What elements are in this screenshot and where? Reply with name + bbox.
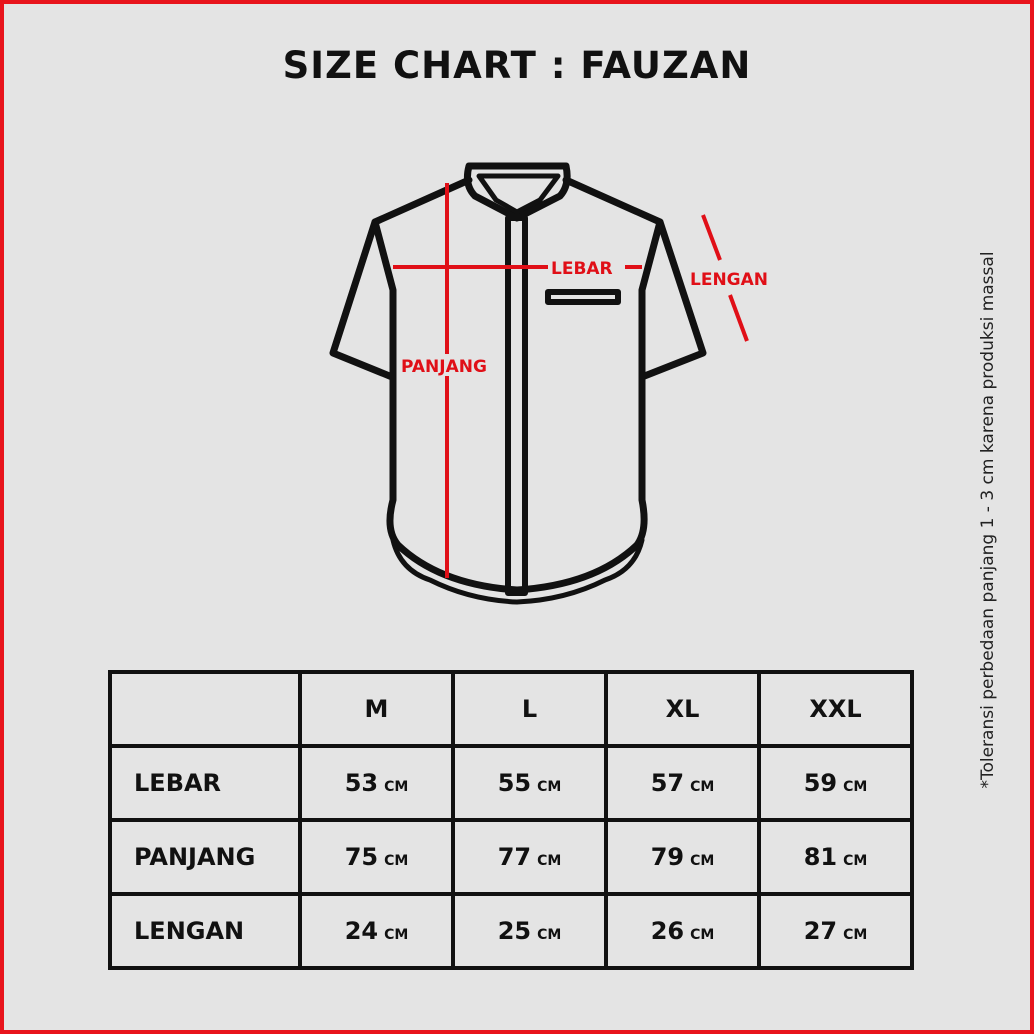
value-cell: 53 CM — [298, 744, 455, 822]
panjang-label: PANJANG — [401, 357, 487, 377]
value-cell: 75 CM — [298, 818, 455, 896]
value-cell: 24 CM — [298, 892, 455, 970]
value-cell: 27 CM — [757, 892, 914, 970]
tolerance-note: *Toleransi perbedaan panjang 1 - 3 cm ka… — [978, 251, 998, 789]
table-row: LEBAR 53 CM 55 CM 57 CM 59 CM — [108, 744, 914, 822]
row-label: LEBAR — [108, 744, 302, 822]
row-label: LENGAN — [108, 892, 302, 970]
value-cell: 26 CM — [604, 892, 761, 970]
row-label: PANJANG — [108, 818, 302, 896]
value-cell: 25 CM — [451, 892, 608, 970]
value-cell: 59 CM — [757, 744, 914, 822]
value-cell: 57 CM — [604, 744, 761, 822]
page-title: SIZE CHART : FAUZAN — [282, 44, 752, 87]
value-cell: 55 CM — [451, 744, 608, 822]
header-cell: XL — [604, 670, 761, 748]
header-cell — [108, 670, 302, 748]
value-cell: 79 CM — [604, 818, 761, 896]
lengan-line-bottom — [728, 294, 749, 342]
table-row: LENGAN 24 CM 25 CM 26 CM 27 CM — [108, 892, 914, 970]
shirt-diagram: LEBAR PANJANG LENGAN — [329, 162, 768, 605]
lengan-label: LENGAN — [690, 270, 768, 290]
measure-lines — [393, 183, 749, 578]
header-cell: XXL — [757, 670, 914, 748]
value-cell: 77 CM — [451, 818, 608, 896]
table-header-row: M L XL XXL — [108, 670, 914, 748]
shirt-outline — [329, 162, 707, 605]
value-cell: 81 CM — [757, 818, 914, 896]
size-table: M L XL XXL LEBAR 53 CM 55 CM 57 CM 59 CM PAN… — [108, 670, 914, 970]
lebar-label: LEBAR — [551, 259, 613, 279]
header-cell: L — [451, 670, 608, 748]
lengan-line-top — [701, 214, 722, 261]
table-row: PANJANG 75 CM 77 CM 79 CM 81 CM — [108, 818, 914, 896]
header-cell: M — [298, 670, 455, 748]
